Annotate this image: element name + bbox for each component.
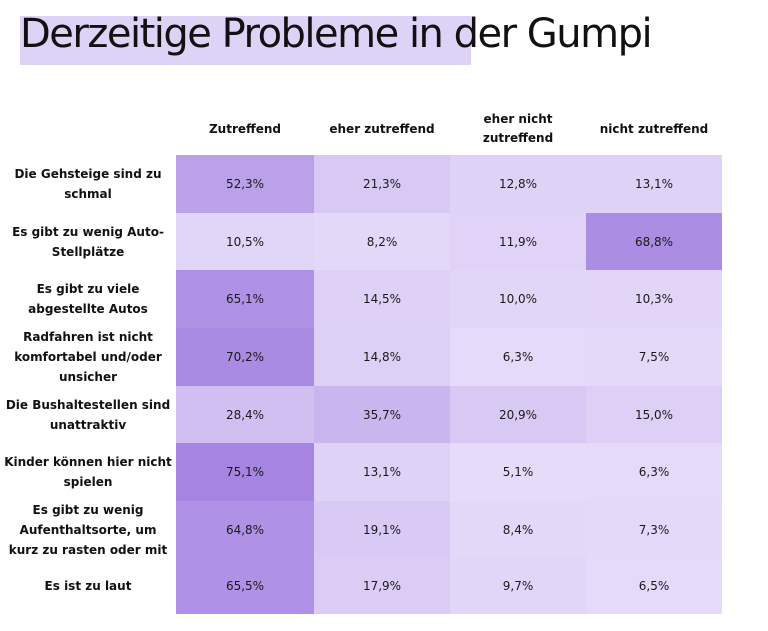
row-label: Es gibt zu wenig Aufenthaltsorte, um kur… [8, 502, 168, 557]
heatmap-cell: 19,1% [314, 501, 450, 558]
heatmap-cell: 10,5% [176, 213, 314, 270]
heatmap-cell: 8,4% [450, 501, 586, 558]
row-label: Die Gehsteige sind zu schmal [14, 167, 162, 201]
heatmap-cell: 35,7% [314, 386, 450, 443]
row-label: Es gibt zu wenig Auto-Stellplätze [12, 224, 164, 259]
heatmap-cell: 13,1% [314, 443, 450, 501]
row-label: Radfahren ist nicht komfortabel und/oder… [14, 330, 162, 384]
heatmap-cell: 68,8% [586, 213, 722, 270]
column-header: Zutreffend [208, 121, 282, 136]
heatmap-cell: 7,5% [586, 328, 722, 386]
heatmap-cell: 52,3% [176, 155, 314, 213]
heatmap-cell: 64,8% [176, 501, 314, 558]
heatmap-cell: 13,1% [586, 155, 722, 213]
column-header: eher zutreffend [329, 121, 435, 136]
heatmap-cell: 65,5% [176, 558, 314, 614]
heatmap-cell: 9,7% [450, 558, 586, 614]
row-label: Es gibt zu viele abgestellte Autos [28, 282, 148, 316]
chart-title: Derzeitige Probleme in der Gumpi [20, 11, 653, 57]
heatmap-cell: 14,8% [314, 328, 450, 386]
title-highlight [20, 16, 471, 65]
column-header: eher nicht zutreffend [482, 112, 554, 145]
heatmap-cell: 17,9% [314, 558, 450, 614]
heatmap-cell: 28,4% [176, 386, 314, 443]
heatmap-cell: 15,0% [586, 386, 722, 443]
row-label: Es ist zu laut [44, 579, 132, 593]
heatmap-cell: 10,3% [586, 270, 722, 328]
heatmap-cell: 6,3% [450, 328, 586, 386]
heatmap-cell: 12,8% [450, 155, 586, 213]
heatmap-cell: 21,3% [314, 155, 450, 213]
heatmap-cell: 14,5% [314, 270, 450, 328]
heatmap-cell: 10,0% [450, 270, 586, 328]
heatmap-cell: 20,9% [450, 386, 586, 443]
heatmap-cell: 6,3% [586, 443, 722, 501]
title-block: Derzeitige Probleme in der Gumpi [20, 8, 653, 65]
heatmap-cell: 75,1% [176, 443, 314, 501]
heatmap-cell: 70,2% [176, 328, 314, 386]
row-label: Die Bushaltestellen sind unattraktiv [5, 397, 171, 432]
heatmap-cell: 6,5% [586, 558, 722, 614]
heatmap-cell: 7,3% [586, 501, 722, 558]
column-header: nicht zutreffend [599, 121, 709, 136]
heatmap-cell: 11,9% [450, 213, 586, 270]
heatmap-cell: 8,2% [314, 213, 450, 270]
heatmap-cell: 65,1% [176, 270, 314, 328]
row-label: Kinder können hier nicht spielen [4, 455, 172, 489]
heatmap-cell: 5,1% [450, 443, 586, 501]
